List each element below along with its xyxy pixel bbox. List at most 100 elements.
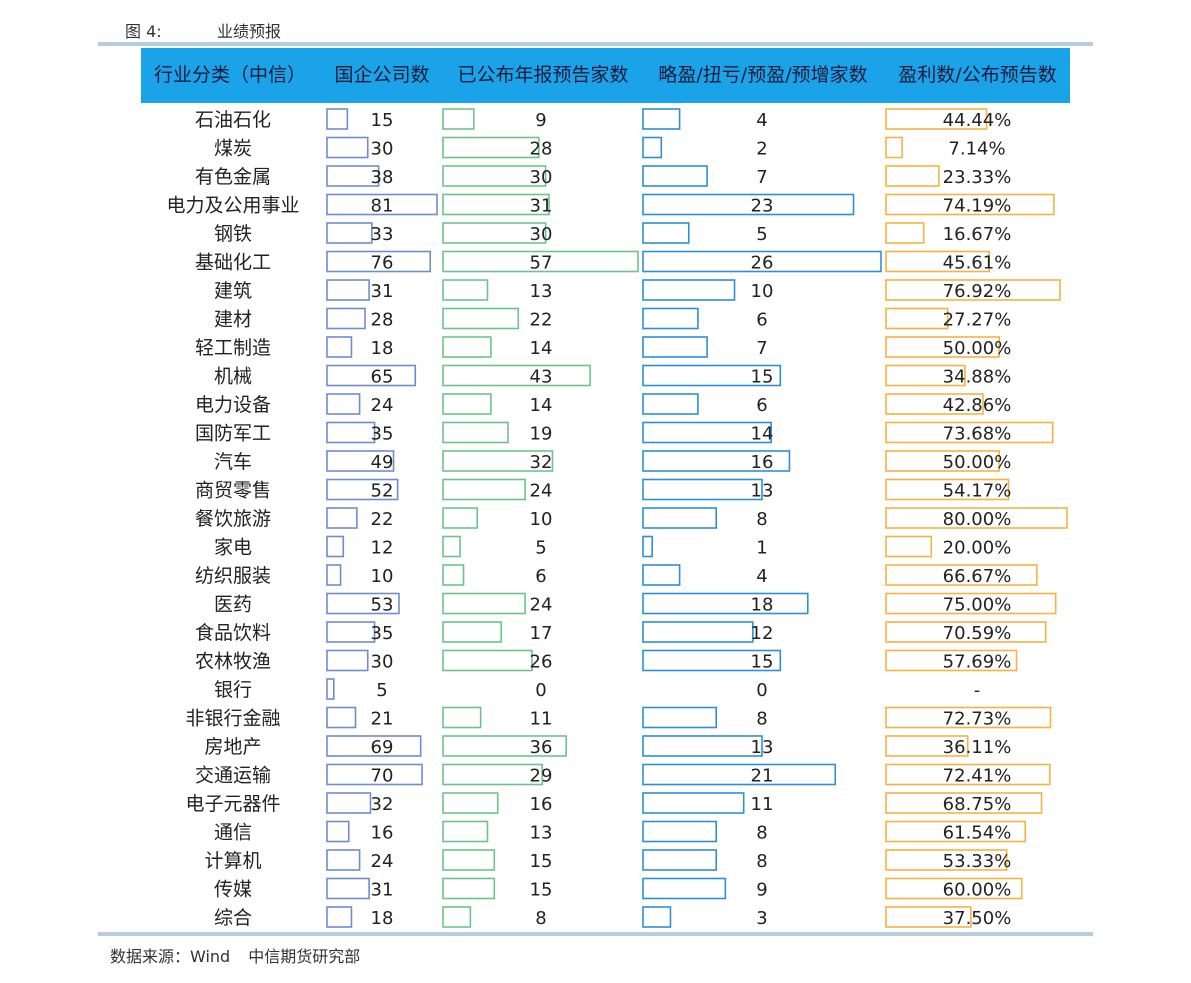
bar-col4 [885, 108, 988, 130]
bar-col3 [642, 649, 782, 672]
header-profit-ratio: 盈利数/公布预告数 [898, 64, 1057, 86]
value-col3: 16 [751, 452, 774, 473]
bar-col2 [442, 820, 489, 843]
bar-col1 [326, 906, 353, 928]
bar-col2 [442, 507, 479, 529]
value-col3: 0 [756, 680, 767, 701]
value-col4: 50.00% [943, 338, 1012, 359]
bar-col3 [642, 136, 663, 159]
source-org: 中信期货研究部 [248, 947, 361, 966]
value-col3: 3 [756, 908, 767, 929]
value-col1: 30 [371, 139, 394, 160]
value-col4: 72.73% [943, 709, 1012, 730]
value-col1: 24 [371, 851, 394, 872]
table-row: 综合 18 8 3 37.50% [214, 906, 1011, 929]
value-col4: 36.11% [943, 737, 1012, 758]
bottom-rule [98, 932, 1093, 936]
value-col1: 65 [371, 367, 394, 388]
table-row: 餐饮旅游 22 10 8 80.00% [195, 507, 1068, 530]
industry-label: 银行 [214, 679, 252, 701]
bar-col3 [642, 250, 882, 273]
value-col4: 72.41% [943, 766, 1012, 787]
table-row: 农林牧渔 30 26 15 57.69% [195, 649, 1018, 673]
bar-col4 [885, 820, 1027, 843]
bar-col3 [642, 507, 718, 529]
bar-col4 [885, 592, 1057, 615]
table-row: 食品饮料 35 17 12 70.59% [195, 621, 1047, 644]
industry-label: 国防军工 [195, 423, 271, 445]
value-col3: 2 [756, 139, 767, 160]
value-col3: 23 [751, 196, 774, 217]
bar-col3 [642, 222, 690, 244]
bar-col1 [326, 336, 353, 358]
table-row: 家电 12 5 1 20.00% [214, 535, 1011, 559]
bar-col3 [642, 877, 727, 900]
bar-col4 [885, 421, 1054, 444]
bar-col1 [326, 136, 369, 159]
bar-col3 [642, 393, 699, 415]
bar-col1 [326, 279, 370, 301]
value-col3: 7 [756, 167, 767, 188]
industry-label: 石油石化 [195, 109, 271, 131]
value-col4: 7.14% [948, 139, 1005, 160]
bar-col4 [885, 507, 1068, 529]
value-col1: 18 [371, 338, 394, 359]
bar-col3 [642, 706, 718, 729]
bar-col4 [885, 906, 972, 928]
value-col2: 14 [530, 395, 553, 416]
industry-label: 医药 [214, 594, 252, 616]
table-row: 国防军工 35 19 14 73.68% [195, 421, 1054, 445]
header-positive-count: 略盈/扭亏/预盈/预增家数 [658, 64, 868, 86]
value-col4: 70.59% [943, 623, 1012, 644]
value-col3: 18 [751, 595, 774, 616]
figure-number: 图 4: [125, 22, 162, 41]
bar-col2 [442, 136, 540, 159]
industry-label: 基础化工 [195, 252, 271, 274]
industry-label: 有色金属 [195, 166, 271, 188]
value-col3: 6 [756, 310, 767, 331]
value-col4: 73.68% [943, 424, 1012, 445]
value-col2: 57 [530, 253, 553, 274]
bar-col4 [885, 279, 1061, 301]
table-row: 交通运输 70 29 21 72.41% [195, 763, 1051, 787]
value-col2: 24 [530, 481, 553, 502]
table-row: 计算机 24 15 8 53.33% [204, 849, 1011, 872]
table-row: 基础化工 76 57 26 45.61% [195, 250, 1011, 274]
industry-label: 房地产 [204, 736, 261, 758]
value-col2: 10 [530, 509, 553, 530]
value-col2: 13 [530, 823, 553, 844]
table-row: 有色金属 38 30 7 23.33% [195, 165, 1012, 188]
value-col4: 27.27% [943, 310, 1012, 331]
industry-label: 钢铁 [214, 223, 252, 245]
value-col4: 23.33% [943, 167, 1012, 188]
value-col4: 61.54% [943, 823, 1012, 844]
bar-col4 [885, 849, 1008, 871]
value-col1: 16 [371, 823, 394, 844]
value-col4: 16.67% [943, 224, 1012, 245]
value-col1: 5 [376, 680, 387, 701]
bar-col1 [326, 706, 357, 729]
value-col4: 42.86% [943, 395, 1012, 416]
industry-label: 综合 [214, 907, 252, 929]
value-col2: 36 [530, 737, 553, 758]
value-col2: 28 [530, 139, 553, 160]
value-col4: - [974, 680, 981, 701]
bar-col3 [642, 849, 718, 871]
value-col4: 76.92% [943, 281, 1012, 302]
value-col1: 81 [371, 196, 394, 217]
value-col3: 7 [756, 338, 767, 359]
value-col3: 15 [751, 652, 774, 673]
bar-col1 [326, 193, 438, 216]
bar-col2 [442, 108, 475, 130]
value-col2: 43 [530, 367, 553, 388]
bar-col4 [885, 165, 940, 187]
value-col3: 8 [756, 851, 767, 872]
bar-col3 [642, 336, 708, 358]
bar-col4 [885, 450, 1000, 472]
bar-col1 [326, 478, 399, 501]
bar-col2 [442, 336, 492, 358]
industry-label: 建材 [214, 309, 252, 331]
top-rule [98, 42, 1093, 46]
bar-col2 [442, 763, 544, 786]
value-col2: 26 [530, 652, 553, 673]
